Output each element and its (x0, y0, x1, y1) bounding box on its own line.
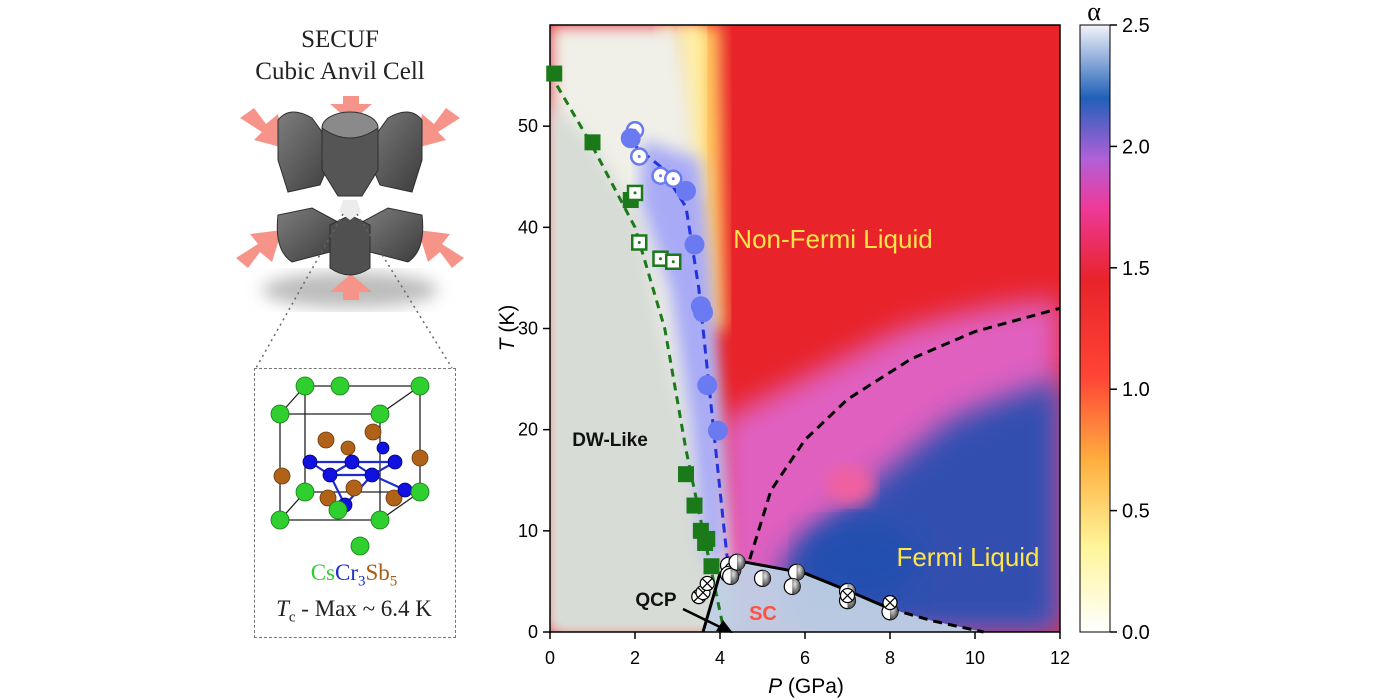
colorbar: 0.0 0.5 1.0 1.5 2.0 2.5 α (1079, 0, 1150, 644)
sample-chamber (339, 200, 361, 220)
sc-half-filled-circles-point-half (762, 570, 771, 587)
colorbar-tick-label: 0.5 (1122, 501, 1150, 523)
blue-open-circles-point-dot (671, 177, 675, 181)
pressure-arrows (236, 96, 464, 300)
colorbar-label: α (1087, 0, 1101, 26)
green-filled-squares-point (699, 530, 716, 547)
boundary-black-dashed-sc (889, 607, 984, 634)
arrow-upper-left-icon (240, 108, 284, 148)
colorbar-tick-label: 2.5 (1122, 15, 1150, 37)
y-axis-label: T (K) (496, 305, 519, 352)
anvil-lower-right (361, 207, 424, 263)
instrument-title: SECUF Cubic Anvil Cell (240, 24, 440, 88)
blue-filled-circles-point (676, 180, 696, 201)
colorbar-tick-label: 1.0 (1122, 379, 1150, 401)
blue-open-circles-point-dot (637, 155, 641, 159)
x-tick-label: 6 (800, 648, 810, 668)
y-axis-ticks: 0 10 20 30 40 50 (518, 116, 550, 642)
colorbar-tick-label: 2.0 (1122, 136, 1150, 158)
nfl-label: Non-Fermi Liquid (733, 224, 932, 254)
data-points (546, 65, 899, 621)
colorbar-tick-label: 1.5 (1122, 258, 1150, 280)
y-tick-label: 20 (518, 420, 538, 440)
formula-sb-sub: 5 (389, 573, 398, 590)
formula-sb: Sb (365, 560, 390, 585)
zoom-line-right (356, 213, 453, 369)
boundary-black-dashed-fl (748, 306, 1061, 560)
anvil-lower-left (276, 207, 339, 263)
tc-symbol: T (276, 596, 289, 621)
qcp-label: QCP (635, 590, 677, 611)
title-line-2: Cubic Anvil Cell (255, 58, 425, 85)
y-tick-label: 40 (518, 217, 538, 237)
sc-label: SC (749, 603, 777, 625)
tc-sub: c (288, 609, 296, 626)
colorbar-tick-label: 0.0 (1122, 622, 1150, 644)
green-open-squares-point-dot (671, 260, 675, 264)
title-line-1: SECUF (301, 26, 379, 53)
green-filled-squares-point (678, 466, 694, 483)
phase-diagram: 0 2 4 6 8 10 12 0 10 20 30 40 50 P (GPa) T (K) DW-L… (496, 24, 1070, 698)
qcp-arrow (682, 607, 733, 633)
sc-crossed-circles-point-cross (884, 597, 896, 609)
x-tick-label: 10 (965, 648, 985, 668)
x-axis-ticks: 0 2 4 6 8 10 12 (545, 632, 1070, 668)
blue-filled-circles-point (707, 420, 728, 441)
x-tick-label: 2 (630, 648, 640, 668)
y-tick-label: 30 (518, 319, 538, 339)
blue-filled-circles-point (693, 302, 713, 323)
colorbar-gradient (1079, 24, 1111, 633)
colorbar-ticks: 0.0 0.5 1.0 1.5 2.0 2.5 (1110, 15, 1150, 644)
x-tick-label: 4 (715, 648, 725, 668)
tc-max-text: Tc - Max ~ 6.4 K (254, 596, 454, 627)
y-tick-label: 50 (518, 116, 538, 136)
arrow-lower-left-icon (236, 230, 282, 268)
arrow-lower-right-icon (418, 230, 464, 268)
sc-half-filled-circles-point-half (737, 554, 745, 571)
green-open-squares-point-dot (659, 257, 662, 261)
formula-cr-sub: 3 (358, 573, 366, 590)
sb-atoms (273, 423, 429, 507)
chemical-formula: CsCr3Sb5 (254, 560, 454, 591)
sc-half-filled-circles-point-half (730, 568, 739, 585)
tc-value: - Max ~ 6.4 K (295, 596, 432, 621)
x-tick-label: 12 (1050, 648, 1070, 668)
sc-crossed-circles-point-cross (701, 578, 713, 589)
arrow-top-icon (330, 96, 372, 122)
green-filled-squares-point (703, 558, 720, 575)
crystal-structure (270, 376, 430, 556)
y-tick-label: 0 (528, 622, 538, 642)
green-filled-squares-point (546, 65, 563, 82)
blue-filled-circles-point (684, 234, 705, 255)
sc-half-filled-circles-point-half (792, 578, 801, 595)
green-filled-squares-point (584, 134, 601, 151)
anvil-top (321, 127, 379, 197)
blue-filled-circles-point (620, 128, 641, 149)
green-open-squares-point-dot (633, 191, 637, 195)
formula-cs: Cs (310, 560, 335, 585)
y-tick-label: 10 (518, 521, 538, 541)
anvil-cell-illustration (236, 96, 464, 369)
arrow-bottom-icon (330, 274, 372, 300)
green-filled-squares-point (686, 497, 703, 514)
sc-crossed-circles-point-cross (842, 590, 853, 602)
x-tick-label: 8 (885, 648, 895, 668)
sc-half-filled-circles-point-half (796, 564, 805, 581)
cs-atoms (270, 376, 430, 556)
fl-label: Fermi Liquid (896, 542, 1039, 572)
blue-filled-circles-point (697, 375, 718, 396)
blue-open-circles-point-dot (659, 174, 662, 178)
arrow-upper-right-icon (416, 108, 460, 148)
x-tick-label: 0 (545, 648, 555, 668)
x-axis-label: P (GPa) (768, 675, 844, 698)
anvil-bottom (329, 214, 371, 276)
green-open-squares-point-dot (637, 241, 641, 245)
dw-like-label: DW-Like (572, 430, 648, 451)
formula-cr: Cr (335, 560, 358, 585)
anvils (276, 111, 424, 276)
